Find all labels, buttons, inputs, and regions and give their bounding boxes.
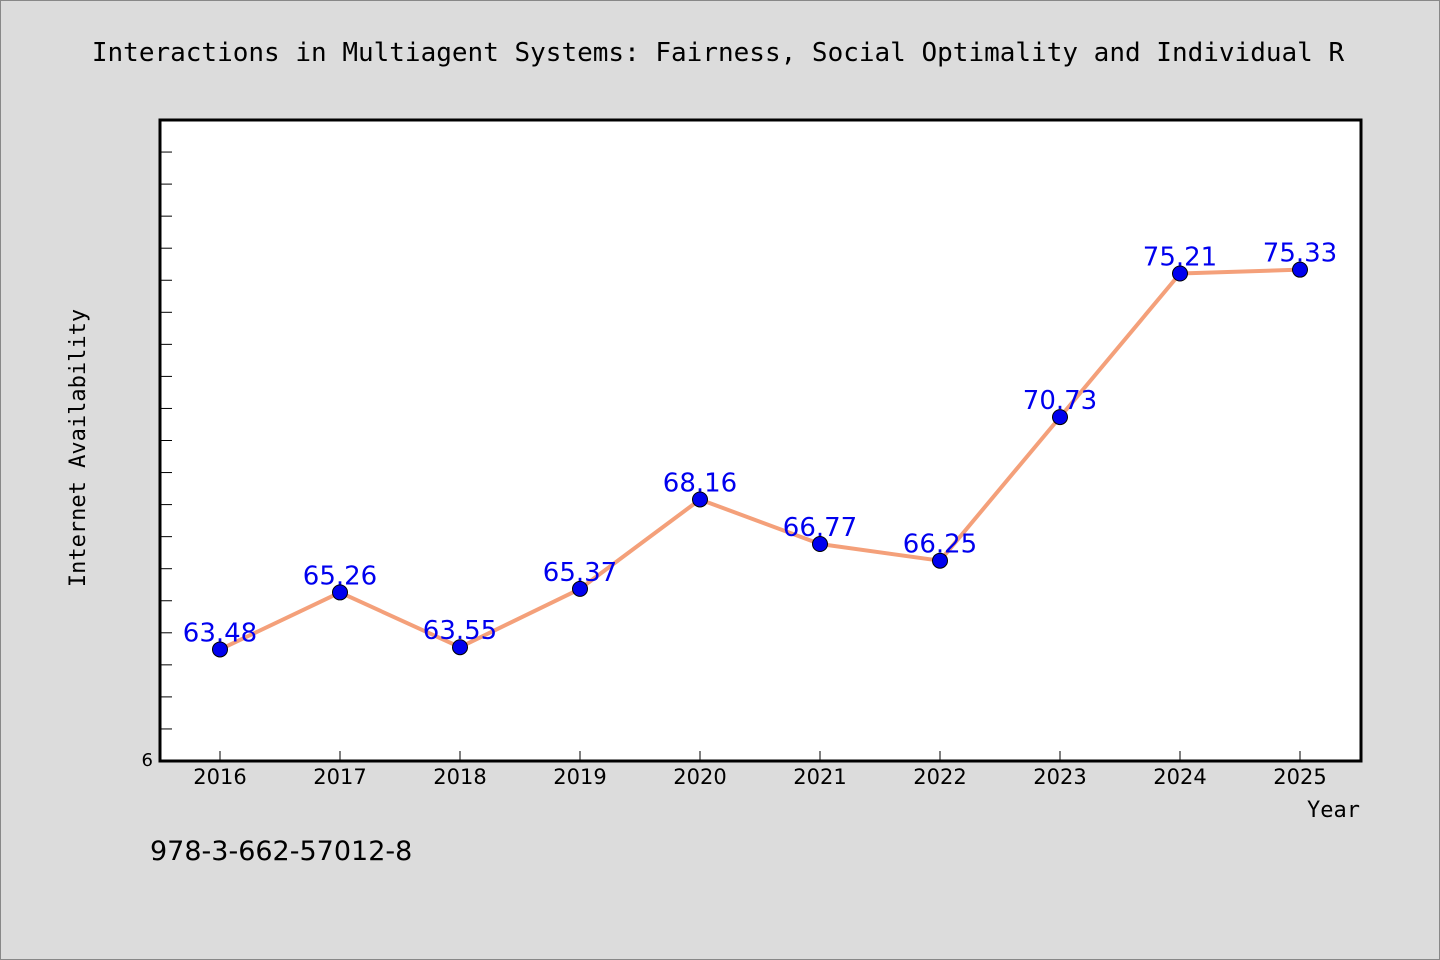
data-label: 63.55 [423, 616, 497, 646]
data-point-marker [452, 639, 468, 656]
data-label: 75.21 [1143, 243, 1217, 273]
data-label: 75.33 [1263, 239, 1337, 269]
data-label: 65.26 [303, 561, 377, 591]
y-axis-label: Internet Availability [66, 309, 91, 587]
isbn-text: 978-3-662-57012-8 [150, 836, 413, 867]
x-tick-label: 2025 [1273, 765, 1326, 789]
x-axis-label: Year [1307, 798, 1360, 823]
data-label: 63.48 [183, 618, 257, 648]
data-point-marker [332, 584, 348, 601]
y-tick-label: 6 [142, 750, 153, 771]
data-label: 68.16 [663, 468, 737, 498]
x-tick-label: 2016 [193, 765, 246, 789]
data-point-marker [212, 641, 228, 658]
x-tick-label: 2018 [433, 765, 486, 789]
data-point-marker [812, 536, 828, 553]
x-tick-label: 2019 [553, 765, 606, 789]
data-label: 65.37 [543, 558, 617, 588]
data-point-marker [692, 491, 708, 508]
x-tick-label: 2024 [1153, 765, 1206, 789]
data-label: 70.73 [1023, 386, 1097, 416]
data-point-marker [572, 580, 588, 597]
x-tick-label: 2022 [913, 765, 966, 789]
y-axis-ticks [160, 151, 172, 730]
data-point-marker [1052, 409, 1068, 426]
data-label: 66.77 [783, 513, 857, 543]
data-point-marker [1292, 261, 1308, 278]
series-line-group: 63.48 65.26 63.55 65.37 68.16 66.77 66.25 70.73… [183, 239, 1337, 658]
series-line [218, 267, 1302, 652]
x-axis-ticks: 2016 2017 2018 2019 2020 2021 2022 2023 2024 2025 [193, 751, 1327, 789]
x-tick-label: 2021 [793, 765, 846, 789]
data-point-marker [1172, 265, 1188, 282]
data-point-marker [932, 552, 948, 569]
x-tick-label: 2017 [313, 765, 366, 789]
x-tick-label: 2023 [1033, 765, 1086, 789]
x-tick-label: 2020 [673, 765, 726, 789]
chart-title: Interactions in Multiagent Systems: Fair… [92, 38, 1345, 68]
data-label: 66.25 [903, 530, 977, 560]
plot-area [158, 118, 1363, 763]
